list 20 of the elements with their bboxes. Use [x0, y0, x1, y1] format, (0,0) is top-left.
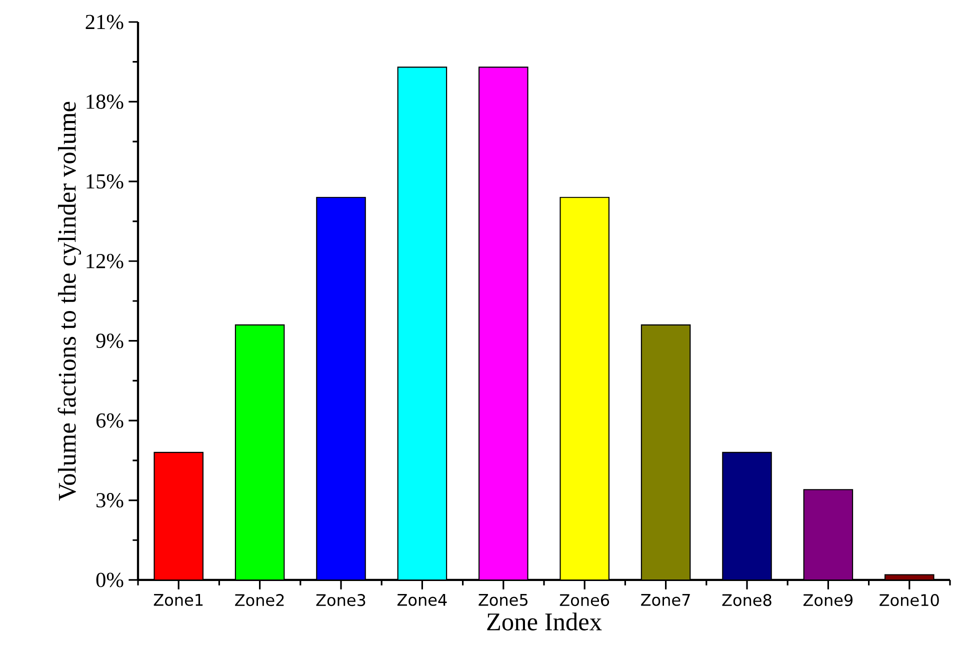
x-tick-label: Zone10	[880, 594, 939, 606]
x-tick-label: Zone6	[560, 594, 610, 606]
x-tick-label: Zone5	[478, 594, 528, 606]
x-tick-label: Zone3	[316, 594, 366, 606]
x-tick-label: Zone8	[722, 594, 772, 606]
y-tick-label: 9%	[96, 334, 124, 348]
y-axis-title: Volume factions to the cylinder volume	[58, 102, 82, 501]
y-tick-label: 0%	[96, 572, 124, 588]
x-tick-label: Zone2	[235, 594, 284, 606]
y-tick-label: 18%	[86, 94, 124, 109]
x-tick-label: Zone4	[397, 594, 447, 606]
y-tick-label: 6%	[96, 413, 124, 428]
x-tick-label: Zone7	[641, 594, 690, 606]
x-axis-title: Zone Index	[487, 612, 602, 630]
y-tick-label: 15%	[86, 174, 124, 189]
x-tick-label: Zone9	[803, 594, 853, 606]
y-tick-label: 3%	[96, 493, 124, 508]
y-tick-label: 21%	[86, 14, 124, 30]
x-tick-label: Zone1	[154, 594, 203, 606]
y-tick-label: 12%	[86, 254, 124, 268]
